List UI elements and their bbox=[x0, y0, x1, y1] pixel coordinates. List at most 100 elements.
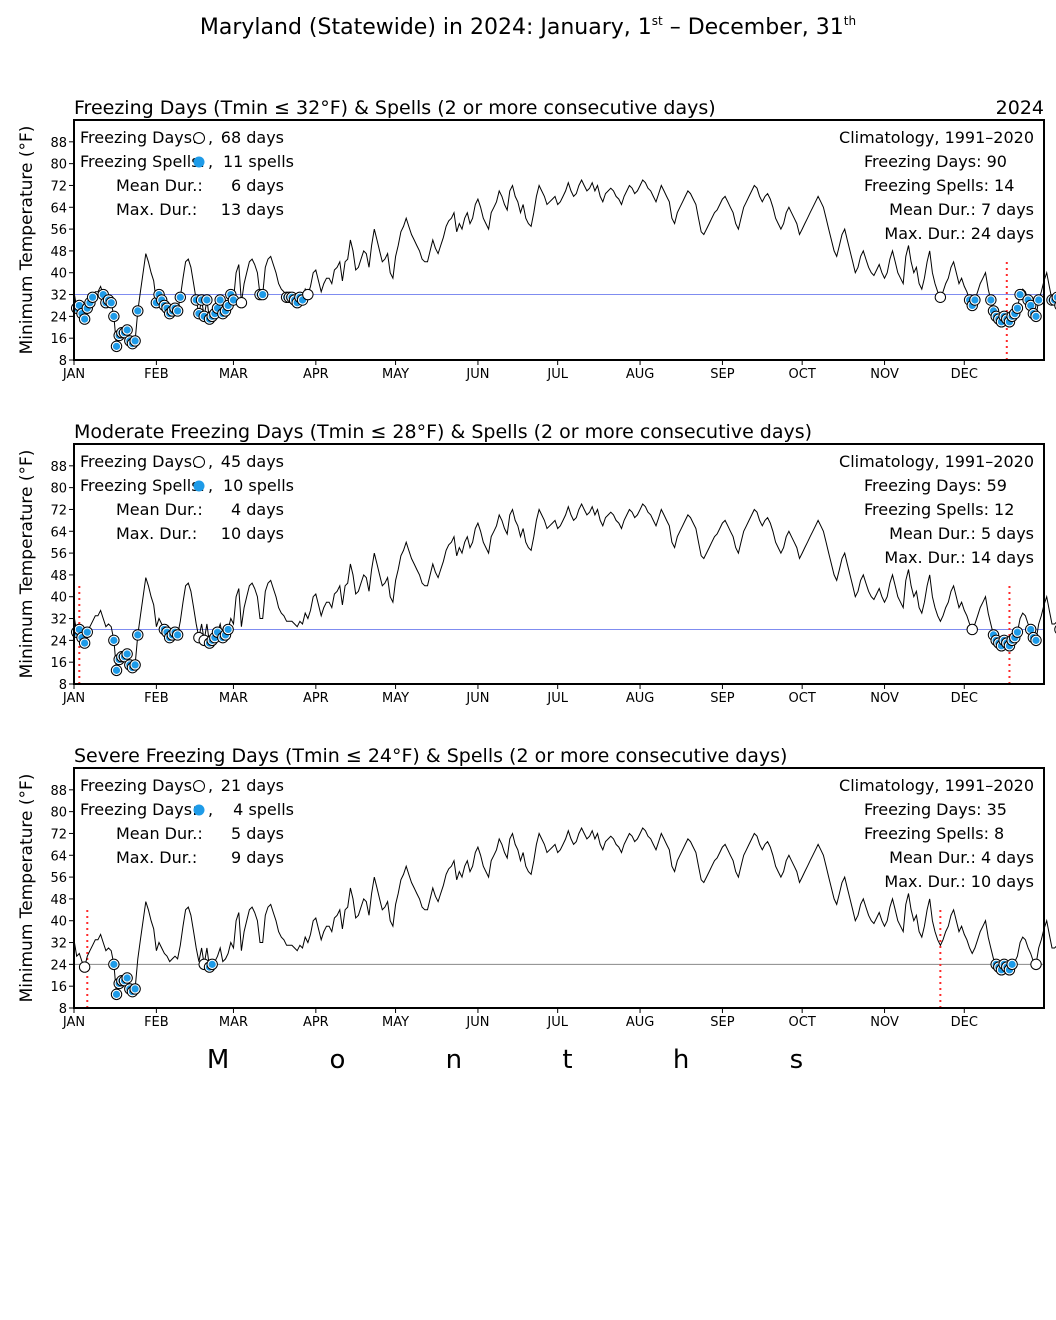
x-tick-label: AUG bbox=[626, 691, 654, 706]
stat-value: 4 days bbox=[231, 500, 284, 519]
y-tick-label: 64 bbox=[50, 849, 67, 864]
tmin-series-line bbox=[73, 502, 1056, 671]
tmin-series-line bbox=[73, 826, 1056, 995]
freezing-spell-dot bbox=[107, 299, 115, 307]
climatology-line: Max. Dur.: 14 days bbox=[884, 548, 1034, 567]
x-tick-label: MAR bbox=[219, 367, 248, 382]
freezing-spell-dot bbox=[224, 625, 232, 634]
stat-value: 68 days bbox=[221, 128, 284, 147]
freezing-day-marker bbox=[966, 623, 978, 636]
x-tick-label: MAY bbox=[382, 367, 409, 382]
legend-open-circle-icon bbox=[193, 132, 205, 144]
x-tick-label: DEC bbox=[951, 367, 978, 382]
freezing-spell-dot bbox=[112, 666, 121, 674]
freezing-spell-dot bbox=[1032, 636, 1040, 644]
freezing-spell-dot bbox=[110, 636, 118, 644]
panel-title: Freezing Days (Tmin ≤ 32°F) & Spells (2 … bbox=[74, 97, 716, 119]
plot-frame bbox=[73, 119, 1045, 361]
freezing-day-marker bbox=[1030, 958, 1042, 971]
climatology-line: Mean Dur.: 4 days bbox=[889, 848, 1034, 867]
freezing-spell-dot bbox=[1013, 304, 1022, 312]
freezing-day-marker bbox=[934, 291, 947, 303]
climatology-title: Climatology, 1991–2020 bbox=[839, 128, 1034, 147]
x-axis-label: M o n t h s bbox=[207, 1045, 849, 1075]
legend-comma: , bbox=[208, 476, 213, 495]
freezing-spell-dot bbox=[89, 293, 97, 301]
y-tick-label: 88 bbox=[50, 136, 67, 151]
y-tick-label: 56 bbox=[50, 547, 67, 562]
stat-label: Max. Dur.: bbox=[116, 848, 197, 867]
y-tick-label: 80 bbox=[50, 806, 67, 821]
stat-value: 5 days bbox=[231, 824, 284, 843]
y-axis-label: Minimum Temperature (°F) bbox=[17, 774, 37, 1003]
x-tick-label: OCT bbox=[789, 1015, 816, 1030]
x-tick-label: OCT bbox=[789, 367, 816, 382]
y-tick-label: 48 bbox=[50, 245, 67, 260]
legend-filled-circle-icon bbox=[193, 480, 205, 492]
legend-open-circle-icon bbox=[193, 456, 205, 468]
freezing-spell-dot bbox=[1016, 290, 1024, 299]
y-axis-label: Minimum Temperature (°F) bbox=[17, 126, 37, 355]
freezing-spell-dot bbox=[112, 990, 121, 998]
x-tick-label: JUL bbox=[546, 367, 568, 382]
x-tick-label: JUN bbox=[465, 691, 489, 706]
x-tick-label: MAR bbox=[219, 1015, 248, 1030]
freezing-spell-dot bbox=[131, 661, 139, 669]
x-tick-label: FEB bbox=[144, 1015, 169, 1030]
freezing-spell-dot bbox=[174, 307, 182, 315]
y-tick-label: 8 bbox=[59, 1002, 67, 1017]
x-tick-label: OCT bbox=[789, 691, 816, 706]
freezing-day-marker bbox=[235, 297, 248, 309]
x-tick-label: JUN bbox=[465, 1015, 489, 1030]
y-tick-label: 32 bbox=[50, 289, 67, 304]
freezing-spell-dot bbox=[134, 631, 142, 639]
freezing-spell-dot bbox=[134, 307, 142, 315]
y-tick-label: 56 bbox=[50, 871, 67, 886]
freezing-spell-dot bbox=[75, 625, 83, 634]
freezing-spell-dot bbox=[81, 315, 89, 323]
x-tick-label: MAR bbox=[219, 691, 248, 706]
stat-label: Freezing Days: bbox=[80, 128, 198, 147]
stat-label: Freezing Days: bbox=[80, 776, 198, 795]
stat-label: Max. Dur.: bbox=[116, 200, 197, 219]
plot-frame bbox=[73, 443, 1045, 685]
x-tick-label: AUG bbox=[626, 367, 654, 382]
chart-panels: Freezing Days (Tmin ≤ 32°F) & Spells (2 … bbox=[17, 97, 1056, 1030]
y-tick-label: 40 bbox=[50, 591, 67, 606]
climatology-line: Freezing Days: 59 bbox=[864, 476, 1007, 495]
freezing-spell-dot bbox=[216, 296, 224, 304]
freezing-spell-dot bbox=[123, 326, 131, 334]
stat-value: 11 spells bbox=[223, 152, 294, 171]
stat-label: Freezing Days: bbox=[80, 452, 198, 471]
freezing-spell-dot bbox=[81, 639, 89, 647]
x-tick-label: NOV bbox=[870, 367, 899, 382]
freezing-spell-dot bbox=[1032, 312, 1040, 320]
freezing-spell-dot bbox=[123, 650, 131, 658]
y-tick-label: 48 bbox=[50, 893, 67, 908]
legend-comma: , bbox=[208, 800, 213, 819]
legend-comma: , bbox=[208, 452, 213, 471]
freezing-spell-dot bbox=[112, 342, 121, 350]
freezing-spell-dot bbox=[123, 974, 131, 982]
freezing-spell-dot bbox=[1035, 296, 1043, 304]
y-tick-label: 16 bbox=[50, 980, 67, 995]
y-tick-label: 8 bbox=[59, 678, 67, 693]
stat-value: 4 spells bbox=[233, 800, 294, 819]
stat-label: Freezing Days: bbox=[80, 800, 198, 819]
y-tick-label: 56 bbox=[50, 223, 67, 238]
climatology-line: Freezing Days: 35 bbox=[864, 800, 1007, 819]
panel-3: Severe Freezing Days (Tmin ≤ 24°F) & Spe… bbox=[17, 745, 1056, 1030]
stat-label: Mean Dur.: bbox=[116, 824, 203, 843]
y-tick-label: 8 bbox=[59, 354, 67, 369]
stat-label: Max. Dur.: bbox=[116, 524, 197, 543]
freezing-day-marker bbox=[302, 288, 314, 301]
freezing-day-marker bbox=[78, 961, 91, 973]
panel-1: Freezing Days (Tmin ≤ 32°F) & Spells (2 … bbox=[17, 97, 1056, 382]
legend-comma: , bbox=[208, 152, 213, 171]
climatology-line: Mean Dur.: 7 days bbox=[889, 200, 1034, 219]
x-tick-label: MAY bbox=[382, 1015, 409, 1030]
climatology-line: Freezing Spells: 12 bbox=[864, 500, 1014, 519]
y-tick-label: 24 bbox=[50, 958, 67, 973]
freezing-spell-dot bbox=[1008, 960, 1016, 968]
